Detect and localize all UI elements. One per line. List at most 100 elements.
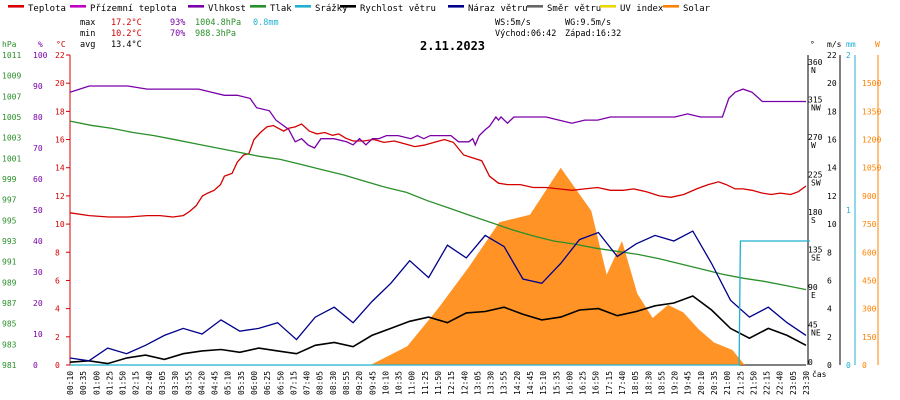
plot-area — [69, 85, 810, 366]
solar-tick: 150 — [862, 333, 877, 342]
wind-tick: 4 — [827, 305, 832, 314]
x-tick: 23:05 — [789, 371, 798, 395]
x-tick: 10:35 — [395, 371, 404, 395]
x-tick: 06:25 — [263, 371, 272, 395]
temp-tick: 10 — [55, 220, 65, 229]
axis-unit: % — [38, 40, 43, 49]
temp-tick: 4 — [55, 305, 60, 314]
x-tick: 08:05 — [316, 371, 325, 395]
winddir-label: SW — [811, 179, 821, 188]
wind-tick: 8 — [827, 248, 832, 257]
x-tick: 14:20 — [513, 371, 522, 395]
x-tick: 07:15 — [289, 371, 298, 395]
x-tick: 08:30 — [329, 371, 338, 395]
wind-tick: 16 — [827, 136, 837, 145]
x-tick: 18:05 — [631, 371, 640, 395]
x-tick: 16:00 — [565, 371, 574, 395]
stat-max-temp: 17.2°C — [111, 18, 142, 28]
legend-label: UV index — [620, 4, 664, 14]
info-ws: WS:5m/s — [495, 18, 531, 28]
legend-swatch — [295, 5, 311, 8]
x-tick: 02:15 — [132, 371, 141, 395]
solar-tick: 1200 — [862, 136, 881, 145]
x-tick: 08:55 — [342, 371, 351, 395]
stat-min-temp: 10.2°C — [111, 29, 142, 39]
legend-label: Přízemní teplota — [90, 4, 177, 14]
axes: hPa% °C ° m/s mm W101110091007100510031001999… — [2, 40, 881, 395]
humidity-tick: 60 — [33, 175, 43, 184]
legend: Teplota Přízemní teplota Vlhkost Tlak Srážky… — [8, 4, 711, 14]
humidity-tick: 10 — [33, 330, 43, 339]
series-sr-ky — [70, 240, 810, 366]
humidity-tick: 0 — [33, 361, 38, 370]
x-tick: 06:50 — [276, 371, 285, 395]
wind-tick: 12 — [827, 192, 837, 201]
wind-tick: 20 — [827, 79, 837, 88]
x-tick: 04:20 — [197, 371, 206, 395]
pressure-tick: 985 — [2, 320, 17, 329]
x-tick: 01:00 — [92, 371, 101, 395]
solar-tick: 1500 — [862, 79, 881, 88]
solar-tick: 900 — [862, 192, 877, 201]
humidity-tick: 100 — [33, 51, 48, 60]
legend-swatch — [340, 5, 356, 8]
axis-unit: W — [875, 40, 880, 49]
solar-tick: 450 — [862, 276, 877, 285]
x-tick: 05:10 — [224, 371, 233, 395]
temp-tick: 16 — [55, 136, 65, 145]
chart-title-date: 2.11.2023 — [420, 39, 485, 53]
temp-tick: 6 — [55, 276, 60, 285]
pressure-tick: 1005 — [2, 113, 21, 122]
humidity-tick: 30 — [33, 268, 43, 277]
temp-tick: 0 — [55, 361, 60, 370]
series-tlak — [69, 120, 807, 291]
x-tick: 03:30 — [171, 371, 180, 395]
x-axis-unit: čas — [812, 369, 827, 379]
humidity-tick: 80 — [33, 113, 43, 122]
legend-swatch — [188, 5, 204, 8]
x-tick: 03:55 — [184, 371, 193, 395]
winddir-tick: 270 — [808, 133, 823, 142]
x-tick: 16:50 — [592, 371, 601, 395]
winddir-tick: 90 — [808, 283, 818, 292]
legend-swatch — [8, 5, 24, 8]
stat-min-label: min — [80, 29, 95, 39]
winddir-tick: 0 — [808, 358, 813, 367]
x-tick: 16:25 — [579, 371, 588, 395]
x-tick: 20:35 — [710, 371, 719, 395]
pressure-tick: 999 — [2, 175, 17, 184]
winddir-tick: 360 — [808, 58, 823, 67]
x-tick: 20:10 — [697, 371, 706, 395]
x-tick: 18:30 — [644, 371, 653, 395]
pressure-tick: 1001 — [2, 154, 21, 163]
x-tick: 02:40 — [145, 371, 154, 395]
humidity-tick: 40 — [33, 237, 43, 246]
pressure-tick: 993 — [2, 237, 17, 246]
x-tick: 09:45 — [368, 371, 377, 395]
axis-unit: ° — [810, 40, 815, 49]
x-tick: 09:20 — [355, 371, 364, 395]
legend-label: Tlak — [270, 4, 292, 14]
legend-label: Směr větru — [547, 4, 601, 14]
legend-label: Náraz větru — [468, 4, 528, 14]
info-wg: WG:9.5m/s — [565, 18, 611, 28]
series-n-raz-v-tru — [69, 230, 807, 362]
solar-tick: 300 — [862, 305, 877, 314]
winddir-tick: 180 — [808, 208, 823, 217]
legend-swatch — [70, 5, 86, 8]
legend-swatch — [600, 5, 616, 8]
humidity-tick: 50 — [33, 206, 43, 215]
x-tick: 11:50 — [434, 371, 443, 395]
x-tick: 11:00 — [408, 371, 417, 395]
x-tick: 18:55 — [657, 371, 666, 395]
wind-tick: 14 — [827, 164, 837, 173]
winddir-label: NW — [811, 104, 821, 113]
legend-label: Teplota — [28, 4, 66, 14]
temp-tick: 14 — [55, 164, 65, 173]
series-rychlost-v-tru — [69, 295, 807, 365]
wind-tick: 10 — [827, 220, 837, 229]
pressure-tick: 1011 — [2, 51, 21, 60]
series-vlhkost — [69, 85, 806, 149]
winddir-tick: 135 — [808, 246, 823, 255]
